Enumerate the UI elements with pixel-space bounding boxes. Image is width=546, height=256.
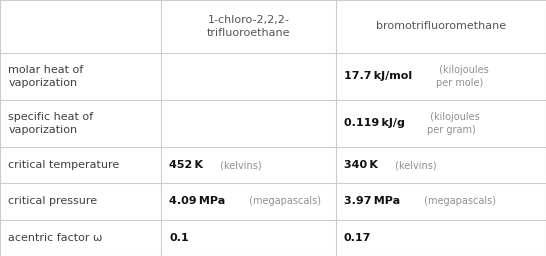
Text: (kelvins): (kelvins): [392, 160, 437, 170]
Text: 452 K: 452 K: [169, 160, 203, 170]
Text: 3.97 MPa: 3.97 MPa: [344, 196, 400, 206]
Text: (kelvins): (kelvins): [217, 160, 262, 170]
Text: 4.09 MPa: 4.09 MPa: [169, 196, 225, 206]
Text: 0.1: 0.1: [169, 233, 189, 243]
Text: acentric factor ω: acentric factor ω: [8, 233, 103, 243]
Text: 0.119 kJ/g: 0.119 kJ/g: [344, 118, 405, 128]
Text: 17.7 kJ/mol: 17.7 kJ/mol: [344, 71, 412, 81]
Text: (megapascals): (megapascals): [246, 196, 321, 206]
Text: specific heat of
vaporization: specific heat of vaporization: [8, 112, 93, 135]
Text: (kilojoules
per mole): (kilojoules per mole): [436, 65, 489, 88]
Text: bromotrifluoromethane: bromotrifluoromethane: [376, 21, 506, 31]
Text: 340 K: 340 K: [344, 160, 378, 170]
Text: critical temperature: critical temperature: [8, 160, 120, 170]
Text: 0.17: 0.17: [344, 233, 371, 243]
Text: molar heat of
vaporization: molar heat of vaporization: [8, 65, 84, 88]
Text: (megapascals): (megapascals): [421, 196, 496, 206]
Text: 1-chloro-2,2,2-
trifluoroethane: 1-chloro-2,2,2- trifluoroethane: [207, 15, 290, 38]
Text: critical pressure: critical pressure: [8, 196, 97, 206]
Text: (kilojoules
per gram): (kilojoules per gram): [427, 112, 479, 135]
